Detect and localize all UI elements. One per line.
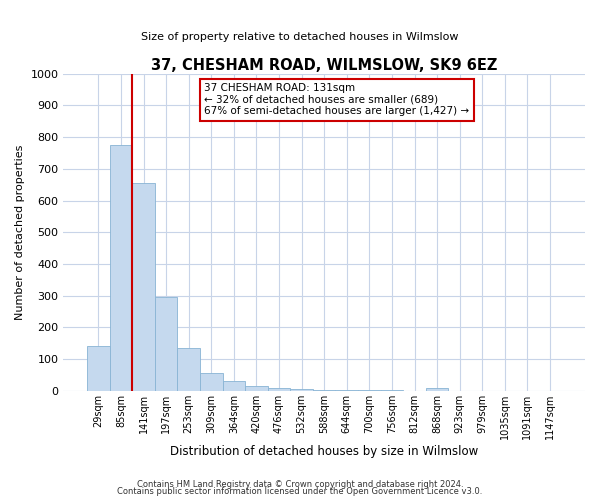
Text: Contains HM Land Registry data © Crown copyright and database right 2024.: Contains HM Land Registry data © Crown c… [137,480,463,489]
Bar [178,348,200,391]
Text: 37 CHESHAM ROAD: 131sqm
← 32% of detached houses are smaller (689)
67% of semi-d: 37 CHESHAM ROAD: 131sqm ← 32% of detache… [204,83,469,116]
Bar [335,390,358,391]
Bar [200,372,223,391]
Bar [268,388,290,391]
Bar [87,346,110,391]
Text: Contains public sector information licensed under the Open Government Licence v3: Contains public sector information licen… [118,487,482,496]
X-axis label: Distribution of detached houses by size in Wilmslow: Distribution of detached houses by size … [170,444,478,458]
Bar [155,297,178,391]
Bar [223,380,245,391]
Bar [245,386,268,391]
Bar [290,389,313,391]
Bar [132,183,155,391]
Y-axis label: Number of detached properties: Number of detached properties [15,144,25,320]
Title: 37, CHESHAM ROAD, WILMSLOW, SK9 6EZ: 37, CHESHAM ROAD, WILMSLOW, SK9 6EZ [151,58,497,72]
Text: Size of property relative to detached houses in Wilmslow: Size of property relative to detached ho… [141,32,459,42]
Bar [110,145,132,391]
Bar [313,390,335,391]
Bar [426,388,448,391]
